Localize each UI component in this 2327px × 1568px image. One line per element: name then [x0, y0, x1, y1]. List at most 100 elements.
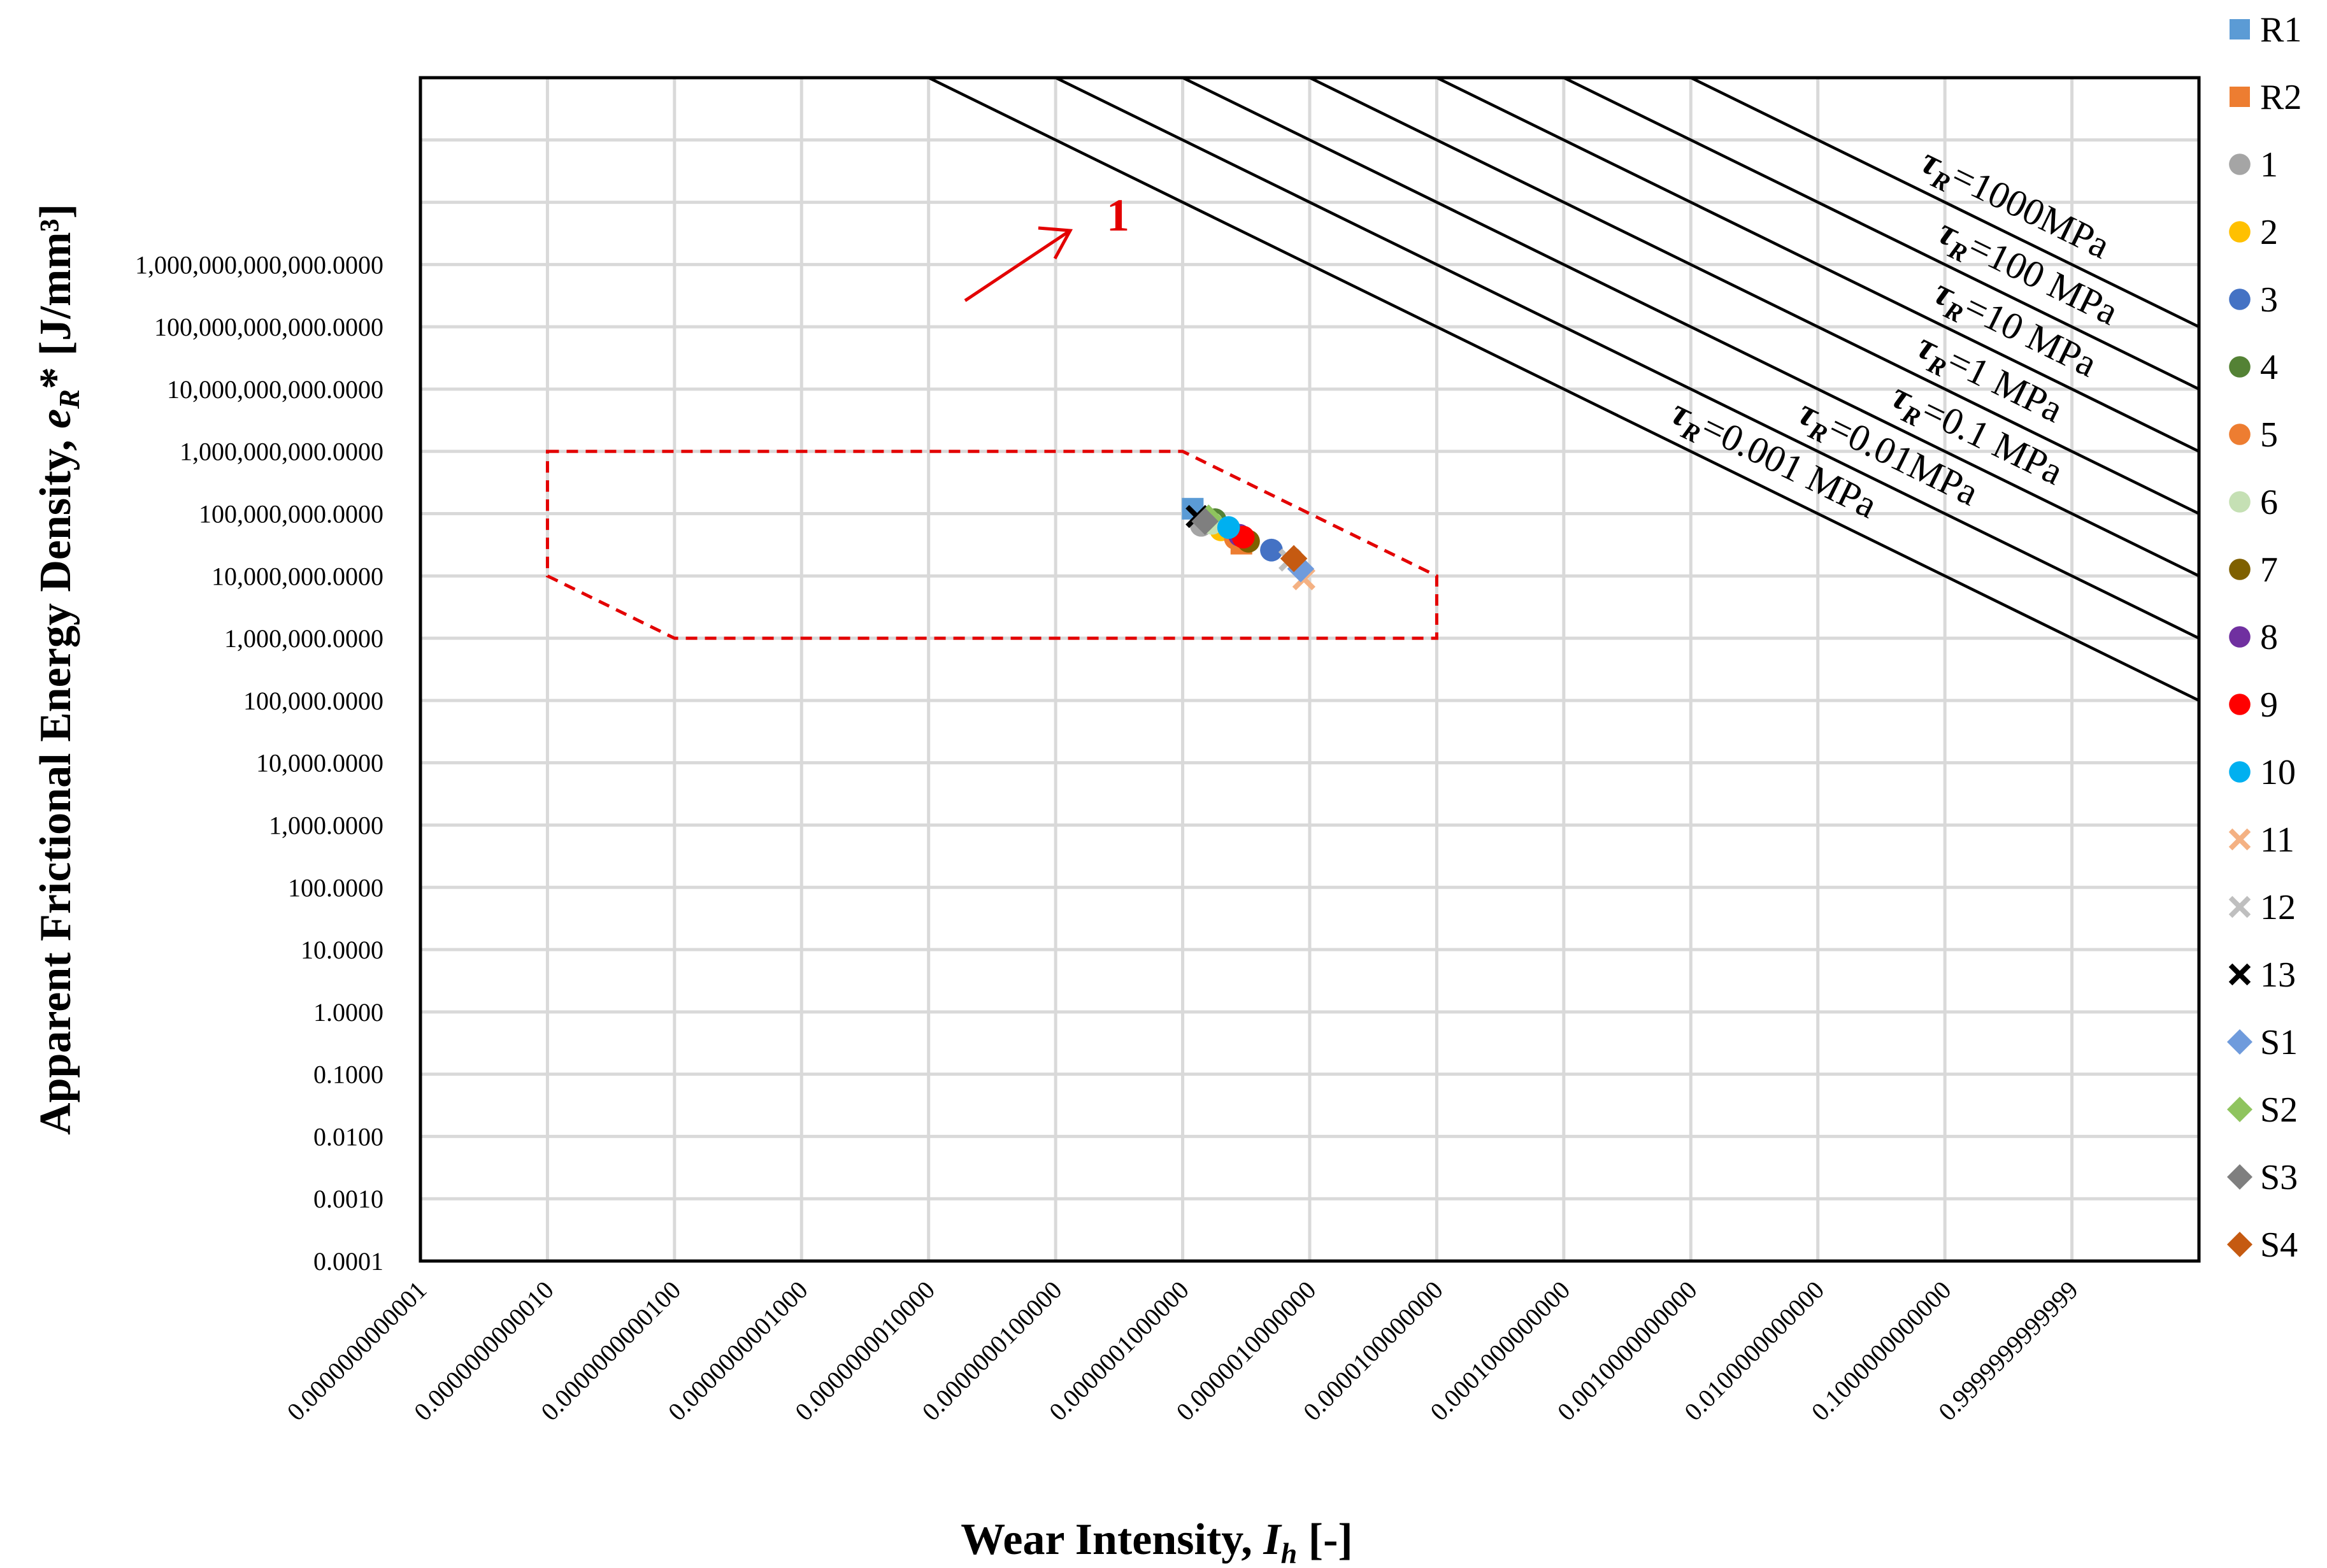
reference-line — [1052, 78, 2199, 640]
legend-label: 3 — [2260, 280, 2278, 320]
legend-marker-9 — [2229, 694, 2251, 715]
data-point-3 — [1260, 538, 1283, 562]
legend-item: 13 — [2228, 955, 2296, 995]
legend-label: 7 — [2260, 550, 2278, 590]
legend-item: 3 — [2229, 280, 2278, 320]
legend-item: S2 — [2227, 1090, 2298, 1130]
y-tick-label: 1,000.0000 — [269, 811, 383, 839]
legend-item: S1 — [2227, 1023, 2298, 1062]
legend-marker-11-stroke — [2228, 828, 2251, 851]
y-axis-title: Apparent Frictional Energy Density, eR* … — [31, 204, 85, 1135]
reference-line — [1560, 78, 2199, 390]
legend-item: S3 — [2227, 1158, 2298, 1197]
legend-marker-5 — [2229, 424, 2251, 445]
highlight-region: 1 — [545, 190, 1438, 640]
y-tick-label: 1,000,000,000,000.0000 — [135, 250, 383, 279]
legend-label: 2 — [2260, 213, 2278, 252]
legend-marker-12 — [2228, 895, 2251, 918]
legend-label: 6 — [2260, 483, 2278, 522]
legend-item: S4 — [2227, 1225, 2298, 1265]
y-tick-label: 100,000.0000 — [243, 687, 383, 715]
legend-label: 4 — [2260, 348, 2278, 387]
legend-marker-7 — [2229, 559, 2251, 580]
legend-label: S2 — [2260, 1090, 2298, 1130]
legend-label: 5 — [2260, 415, 2278, 455]
x-axis-title: Wear Intensity, Ih [-] — [961, 1515, 1352, 1568]
data-points — [1182, 497, 1316, 590]
legend-item: 10 — [2229, 753, 2296, 792]
legend-marker-r1 — [2230, 19, 2250, 39]
legend-marker-12-stroke — [2228, 895, 2251, 918]
legend-item: 5 — [2229, 415, 2278, 455]
legend-item: 11 — [2228, 820, 2295, 860]
legend-item: 12 — [2228, 888, 2296, 927]
annotation-arrowhead — [1038, 226, 1073, 260]
data-point-s4 — [1280, 545, 1308, 573]
legend-item: 9 — [2229, 685, 2278, 725]
legend-marker-10 — [2229, 761, 2251, 783]
reference-line — [1687, 78, 2199, 329]
legend-marker-2 — [2229, 221, 2251, 243]
y-tick-label: 10,000,000.0000 — [211, 562, 383, 590]
data-point-s3 — [1191, 508, 1219, 535]
plot-frame — [419, 76, 2201, 1263]
legend-label: 11 — [2260, 820, 2295, 860]
legend-marker-13-stroke — [2228, 963, 2251, 986]
y-tick-label: 10,000.0000 — [256, 749, 383, 778]
legend-item: 4 — [2229, 348, 2278, 387]
y-tick-label: 0.1000 — [313, 1060, 383, 1089]
legend-label: S3 — [2260, 1158, 2298, 1197]
legend-label: 12 — [2260, 888, 2296, 927]
legend-label: S4 — [2260, 1225, 2298, 1265]
legend-label: 9 — [2260, 685, 2278, 725]
legend-marker-6 — [2229, 491, 2251, 513]
legend-marker-8 — [2229, 626, 2251, 648]
y-tick-label: 0.0100 — [313, 1122, 383, 1151]
reference-lines — [925, 78, 2199, 702]
reference-line — [925, 78, 2199, 702]
data-point-10 — [1217, 516, 1240, 539]
legend-label: 8 — [2260, 618, 2278, 657]
y-tick-label: 100,000,000.0000 — [199, 500, 383, 529]
y-tick-label: 1.0000 — [313, 998, 383, 1027]
annotation-arrow-shaft — [964, 229, 1071, 303]
legend-marker-s3 — [2227, 1164, 2252, 1190]
legend-marker-13 — [2228, 963, 2251, 986]
y-tick-label: 1,000,000,000.0000 — [180, 438, 383, 466]
reference-line — [1179, 78, 2199, 578]
legend-marker-s2 — [2227, 1097, 2252, 1122]
legend-label: R1 — [2260, 10, 2302, 50]
legend-item: R1 — [2230, 10, 2302, 50]
y-tick-label: 100.0000 — [288, 873, 383, 902]
legend-item: R2 — [2230, 78, 2302, 117]
legend-label: 1 — [2260, 145, 2278, 185]
legend-marker-1 — [2229, 153, 2251, 175]
grid — [420, 78, 2199, 1261]
legend-label: S1 — [2260, 1023, 2298, 1062]
y-tick-label: 1,000,000.0000 — [224, 624, 383, 653]
legend-marker-r2 — [2230, 87, 2250, 107]
y-tick-label: 0.0001 — [313, 1247, 383, 1276]
y-tick-label: 100,000,000,000.0000 — [154, 313, 383, 341]
y-tick-label: 10.0000 — [301, 936, 383, 964]
annotation-label: 1 — [1106, 190, 1129, 241]
legend-item: 7 — [2229, 550, 2278, 590]
legend-marker-s1 — [2227, 1029, 2252, 1055]
legend-label: R2 — [2260, 78, 2302, 117]
legend-marker-3 — [2229, 289, 2251, 310]
reference-line — [1306, 78, 2199, 515]
legend-marker-4 — [2229, 356, 2251, 378]
legend-label: 13 — [2260, 955, 2296, 995]
y-tick-labels: 0.0001 0.0010 0.0100 0.1000 1.0000 10.0000 100… — [135, 250, 383, 1276]
reference-line — [1433, 78, 2199, 453]
legend-item: 8 — [2229, 618, 2278, 657]
legend-marker-11 — [2228, 828, 2251, 851]
highlight-region-outline — [545, 450, 1438, 640]
legend-label: 10 — [2260, 753, 2296, 792]
y-tick-label: 0.0010 — [313, 1185, 383, 1213]
legend-item: 6 — [2229, 483, 2278, 522]
legend-item: 1 — [2229, 145, 2278, 185]
y-tick-label: 10,000,000,000.0000 — [167, 375, 383, 404]
